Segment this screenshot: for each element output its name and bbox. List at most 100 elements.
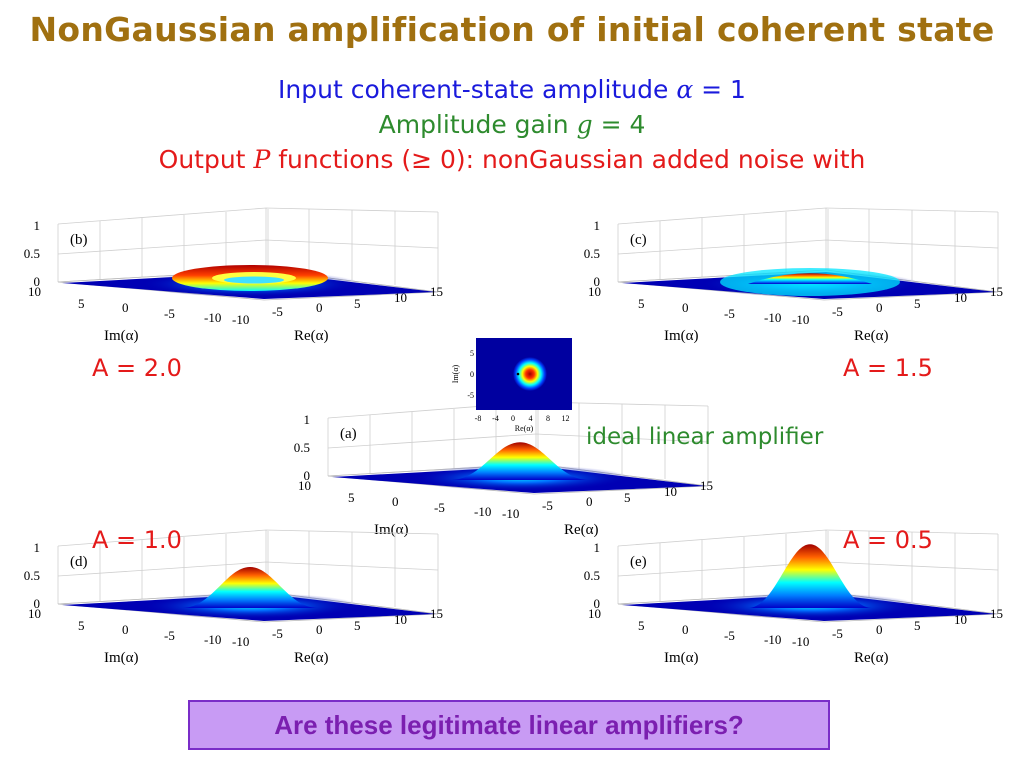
im-tick: -10: [204, 632, 221, 647]
re-tick: 0: [316, 300, 323, 315]
im-tick: 0: [682, 622, 689, 637]
panel-label: (c): [630, 232, 647, 248]
re-tick: 10: [664, 484, 677, 499]
im-axis-label: Im(α): [374, 522, 409, 538]
subtitle-gain: Amplitude gain g = 4: [0, 110, 1024, 139]
re-tick: 15: [430, 284, 443, 299]
panel-label: (e): [630, 554, 647, 570]
re-tick: 10: [394, 612, 407, 627]
inset-x-tick: 0: [511, 414, 515, 423]
re-tick: 5: [354, 618, 361, 633]
ideal-amplifier-label: ideal linear amplifier: [586, 424, 824, 450]
z-tick: 1: [594, 218, 601, 233]
subtitle-input-amplitude: Input coherent-state amplitude α = 1: [0, 75, 1024, 104]
a-label-d: A = 1.0: [92, 526, 182, 554]
inset-xlabel: Re(α): [515, 424, 534, 433]
gain-value: = 4: [600, 110, 646, 139]
z-tick: 1: [304, 412, 311, 427]
re-tick: 5: [914, 296, 921, 311]
z-tick: 0: [594, 274, 601, 289]
z-tick: 1: [34, 218, 41, 233]
inset-y-tick: 5: [470, 349, 474, 358]
z-tick: 1: [34, 540, 41, 555]
re-tick: -10: [232, 634, 249, 649]
re-tick: -10: [792, 312, 809, 327]
a-label-b: A = 2.0: [92, 354, 182, 382]
inset-ylabel: Im(α): [451, 364, 460, 383]
im-tick: 0: [122, 300, 129, 315]
im-tick: -5: [434, 500, 445, 515]
re-tick: 10: [394, 290, 407, 305]
im-tick: 10: [28, 606, 41, 621]
inset-y-tick: 0: [470, 370, 474, 379]
im-tick: 0: [682, 300, 689, 315]
im-tick: 5: [78, 296, 85, 311]
slide-title: NonGaussian amplification of initial coh…: [29, 10, 995, 49]
re-tick: 15: [990, 284, 1003, 299]
z-tick: 0: [304, 468, 311, 483]
inset-x-tick: -4: [492, 414, 499, 423]
im-tick: 0: [392, 494, 399, 509]
im-tick: -10: [764, 310, 781, 325]
inset-x-tick: -8: [475, 414, 482, 423]
question-box: Are these legitimate linear amplifiers?: [188, 700, 830, 750]
im-tick: 5: [348, 490, 355, 505]
im-tick: 5: [638, 618, 645, 633]
inset-x-tick: 4: [529, 414, 533, 423]
panel-label: (d): [70, 554, 88, 570]
a-label-e: A = 0.5: [843, 526, 933, 554]
im-tick: 5: [638, 296, 645, 311]
inset-x-tick: 8: [546, 414, 550, 423]
re-axis-label: Re(α): [854, 650, 889, 666]
subtitle-input-text: Input coherent-state amplitude: [278, 75, 669, 104]
re-tick: -10: [792, 634, 809, 649]
surface-flat-top: [720, 268, 900, 296]
im-tick: 5: [78, 618, 85, 633]
z-tick: 1: [594, 540, 601, 555]
re-tick: 5: [354, 296, 361, 311]
re-tick: 0: [316, 622, 323, 637]
z-tick: 0: [34, 274, 41, 289]
im-tick: 10: [298, 478, 311, 493]
re-axis-label: Re(α): [294, 328, 329, 344]
im-axis-label: Im(α): [104, 328, 139, 344]
panel-label: (b): [70, 232, 88, 248]
im-tick: 10: [588, 606, 601, 621]
re-tick: -5: [542, 498, 553, 513]
re-tick: -5: [832, 304, 843, 319]
surface-peak: [182, 567, 318, 608]
inset-y-tick: -5: [467, 391, 474, 400]
im-tick: 10: [588, 284, 601, 299]
re-tick: 10: [954, 612, 967, 627]
a-label-c: A = 1.5: [843, 354, 933, 382]
re-tick: -5: [272, 304, 283, 319]
inset-x-tick: 12: [562, 414, 570, 423]
subtitle-gain-text: Amplitude gain: [378, 110, 569, 139]
z-tick: 0: [594, 596, 601, 611]
im-axis-label: Im(α): [104, 650, 139, 666]
im-tick: -5: [724, 306, 735, 321]
im-tick: 10: [28, 284, 41, 299]
z-tick: 0.5: [584, 246, 600, 261]
panel-label: (a): [340, 426, 357, 442]
inset-contour-plot: -8 -4 0 4 8 12 5 0 -5 Im(α) Re(α): [451, 338, 572, 433]
p-symbol: P: [253, 145, 271, 174]
re-tick: 0: [876, 622, 883, 637]
z-tick: 0.5: [24, 568, 40, 583]
surface-ring: [172, 265, 328, 291]
re-tick: -5: [272, 626, 283, 641]
re-tick: -5: [832, 626, 843, 641]
z-tick: 0.5: [294, 440, 310, 455]
inset-origin-dot: [516, 372, 520, 376]
im-axis-label: Im(α): [664, 328, 699, 344]
inset-contour: [513, 357, 547, 391]
re-tick: 0: [876, 300, 883, 315]
re-tick: 15: [990, 606, 1003, 621]
im-tick: 0: [122, 622, 129, 637]
re-tick: 15: [700, 478, 713, 493]
surface-peak: [748, 544, 872, 608]
re-axis-label: Re(α): [294, 650, 329, 666]
